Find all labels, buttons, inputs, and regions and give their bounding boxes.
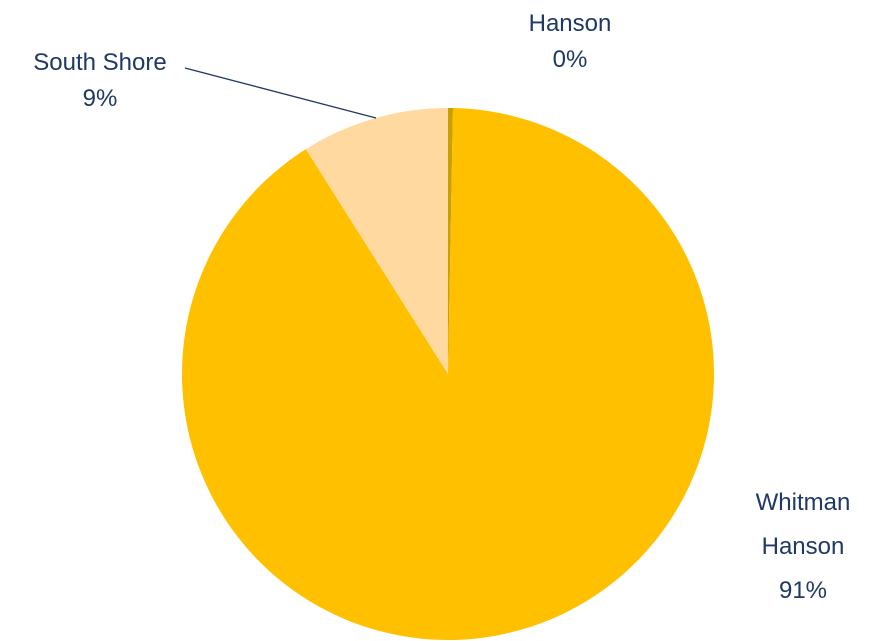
label-south-shore-percent: 9% xyxy=(83,85,118,112)
pie-slices xyxy=(182,108,715,640)
label-south-shore-name: South Shore xyxy=(33,49,166,76)
label-whitman-hanson-line2: Hanson xyxy=(762,533,845,560)
label-whitman-hanson: Whitman Hanson 91% xyxy=(756,489,851,604)
south-shore-leader-line xyxy=(184,67,377,119)
pie-slice-whitman-hanson xyxy=(182,108,715,640)
pie-slice-south-shore xyxy=(305,108,448,374)
label-whitman-hanson-percent: 91% xyxy=(779,577,827,604)
label-hanson: Hanson 0% xyxy=(529,10,612,73)
label-south-shore: South Shore 9% xyxy=(33,49,166,112)
label-hanson-name: Hanson xyxy=(529,10,612,37)
pie-slice-hanson xyxy=(448,108,453,374)
label-hanson-percent: 0% xyxy=(553,46,588,73)
label-whitman-hanson-line1: Whitman xyxy=(756,489,851,516)
